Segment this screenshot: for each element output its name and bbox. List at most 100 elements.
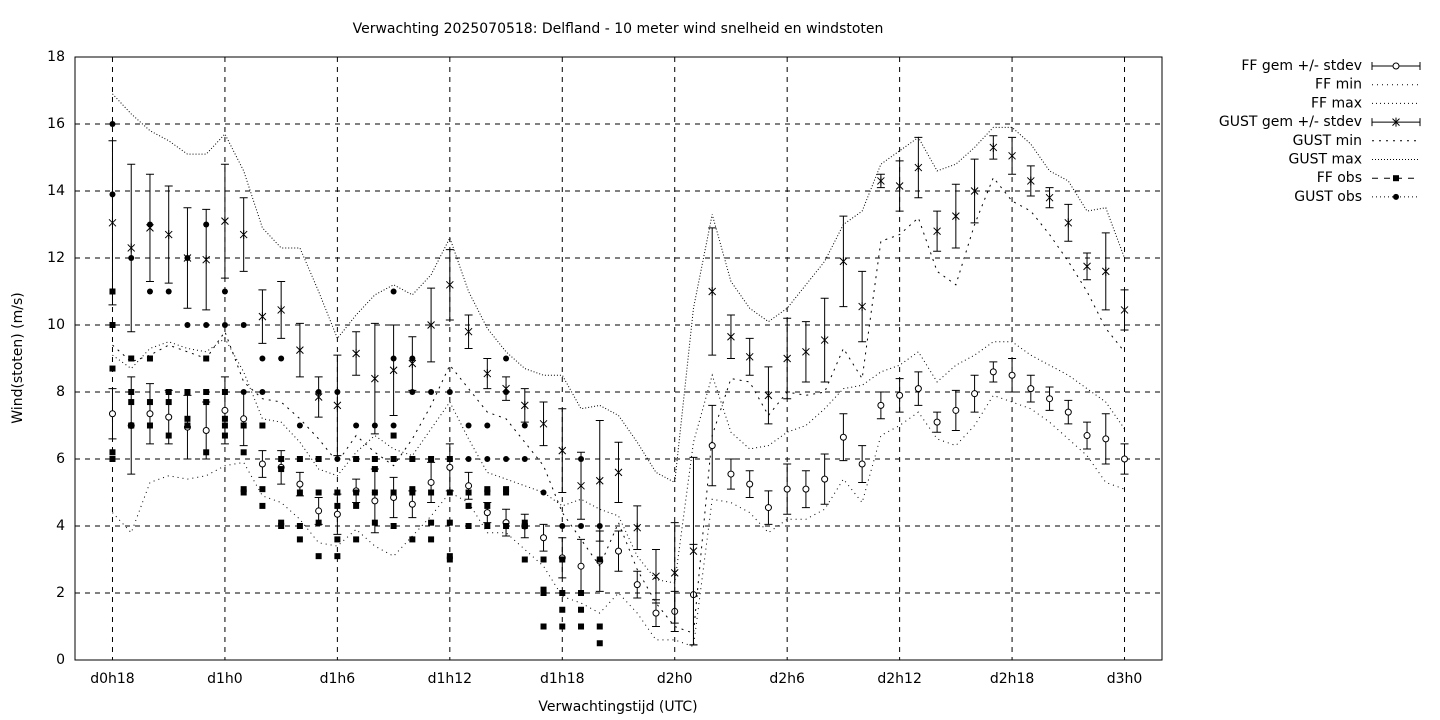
obs-marker [315,389,322,395]
obs-marker [371,456,378,462]
mean-marker [633,523,642,533]
obs-marker [296,523,303,529]
obs-marker [109,121,116,127]
mean-marker [277,305,286,315]
obs-marker [428,489,435,496]
obs-marker [296,489,303,496]
obs-marker [221,432,228,439]
mean-marker [1101,266,1110,276]
mean-marker [108,218,117,228]
mean-marker [577,481,585,491]
obs-marker [465,489,472,496]
obs-marker [109,191,116,198]
mean-marker [464,327,473,337]
obs-marker [128,389,135,395]
mean-marker [446,463,454,471]
obs-marker [578,623,585,630]
obs-marker [278,456,285,462]
obs-marker [334,456,341,462]
obs-marker [503,489,510,496]
obs-marker [540,590,547,596]
y-tick-label: 4 [56,518,65,534]
mean-marker [970,186,979,196]
legend-swatch [1393,193,1399,200]
legend-swatch [1393,175,1399,182]
mean-marker [333,510,341,518]
mean-marker [951,211,960,221]
mean-marker [427,320,435,330]
obs-marker [203,449,210,456]
obs-marker [446,389,453,395]
obs-marker [446,553,453,560]
obs-marker [203,355,210,362]
mean-marker [614,467,623,477]
mean-marker [896,391,904,399]
mean-marker [164,230,173,240]
mean-marker [1027,385,1035,393]
obs-marker [353,489,360,496]
obs-marker [146,288,153,295]
obs-marker [203,389,210,395]
range-line [112,394,1125,648]
mean-marker [258,312,267,322]
obs-marker [428,536,435,543]
obs-marker [484,486,491,493]
mean-marker [1064,218,1073,228]
mean-marker [146,410,154,418]
mean-marker [371,374,379,384]
obs-marker [165,399,172,406]
mean-marker [1026,176,1035,186]
y-tick-label: 16 [47,116,65,132]
legend-label: FF gem +/- stdev [1241,58,1362,74]
plot-border [74,56,1163,661]
mean-marker [202,255,211,265]
mean-marker [783,485,791,493]
obs-marker [371,519,378,526]
obs-marker [484,523,491,529]
x-axis-label: Verwachtingstijd (UTC) [538,699,697,715]
legend-label: FF min [1315,77,1362,93]
mean-marker [1083,432,1091,440]
mean-marker [652,609,660,617]
obs-marker [165,432,172,439]
y-tick-label: 2 [56,585,65,601]
mean-marker [802,347,810,357]
obs-marker [596,623,603,630]
chart-title: Verwachting 2025070518: Delfland - 10 me… [353,21,884,37]
obs-marker [596,640,603,647]
obs-marker [559,523,566,529]
obs-marker [184,422,191,429]
obs-marker [128,355,135,362]
obs-marker [278,355,285,362]
obs-marker [465,502,472,509]
obs-marker [596,556,603,563]
obs-marker [221,288,228,295]
obs-marker [109,365,116,372]
legend-swatch [1392,117,1400,127]
obs-marker [409,486,416,493]
mean-marker [577,562,585,570]
range-line [112,337,1125,584]
obs-marker [109,456,116,462]
legend-label: GUST min [1293,133,1362,149]
mean-marker [727,470,735,478]
mean-marker [820,335,829,345]
obs-marker [503,355,510,362]
obs-marker [259,486,266,493]
mean-marker [483,369,492,379]
mean-marker [764,390,773,400]
obs-marker [334,389,341,395]
x-tick-label: d3h0 [1107,671,1143,687]
obs-marker [334,553,341,560]
mean-marker [633,581,641,589]
mean-marker [127,243,136,253]
mean-marker [520,400,529,410]
obs-marker [484,489,491,496]
legend-label: GUST max [1289,152,1363,168]
obs-marker [484,456,491,462]
obs-marker [596,523,603,529]
obs-marker [259,422,266,429]
obs-marker [240,322,247,328]
x-tick-label: d1h18 [540,671,584,687]
legend-label: FF max [1311,95,1362,111]
